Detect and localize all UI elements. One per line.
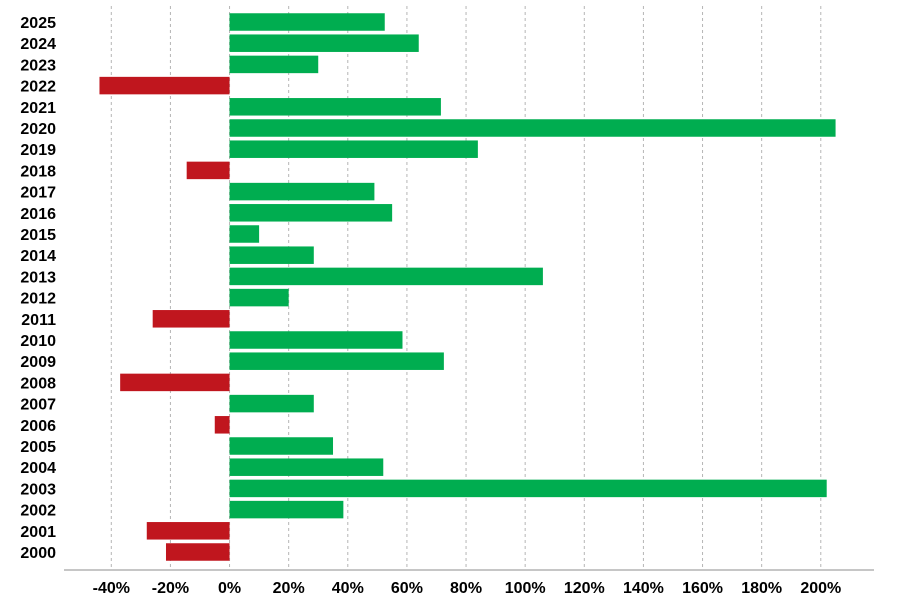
y-tick-label: 2008 — [20, 375, 56, 392]
bar-2005 — [229, 437, 334, 455]
bar-2017 — [229, 182, 375, 201]
y-tick-label: 2003 — [20, 481, 56, 498]
x-tick-label: -20% — [152, 580, 189, 597]
bar-2021 — [229, 98, 441, 116]
y-tick-label: 2005 — [20, 439, 56, 456]
bar-2002 — [229, 500, 344, 519]
bar-2006 — [214, 416, 230, 434]
x-tick-label: 140% — [623, 580, 664, 597]
y-tick-label: 2007 — [20, 397, 56, 414]
bar-2009 — [229, 352, 444, 370]
y-tick-label: 2017 — [20, 185, 56, 202]
x-tick-label: -40% — [93, 580, 130, 597]
y-tick-label: 2021 — [20, 100, 56, 117]
y-tick-label: 2018 — [20, 163, 56, 180]
y-tick-label: 2006 — [20, 418, 56, 435]
x-tick-label: 100% — [505, 580, 546, 597]
x-tick-label: 20% — [273, 580, 305, 597]
y-tick-labels: 2025 2024 2023 2022 2021 2020 2019 2018 2017 2016… — [20, 15, 56, 562]
bar-2015 — [229, 225, 260, 243]
bar-2000 — [165, 543, 230, 561]
y-tick-label: 2002 — [20, 503, 56, 520]
bar-2023 — [229, 55, 319, 74]
x-tick-label: 60% — [391, 580, 423, 597]
bar-2019 — [229, 140, 478, 158]
y-tick-label: 2023 — [20, 57, 56, 74]
y-tick-label: 2012 — [20, 291, 56, 308]
bar-2014 — [229, 246, 314, 264]
x-tick-label: 120% — [564, 580, 605, 597]
bar-2013 — [229, 267, 543, 286]
y-tick-label: 2011 — [21, 312, 56, 329]
bars — [99, 13, 836, 561]
bar-2022 — [99, 76, 230, 95]
x-tick-label: 200% — [800, 580, 841, 597]
y-tick-label: 2000 — [20, 545, 56, 562]
bar-2008 — [120, 373, 230, 392]
bar-2020 — [229, 119, 836, 137]
x-tick-label: 160% — [682, 580, 723, 597]
x-tick-label: 0% — [218, 580, 241, 597]
bar-2011 — [152, 310, 230, 328]
gridlines — [110, 6, 822, 570]
bar-2003 — [229, 479, 827, 498]
y-tick-label: 2024 — [20, 36, 56, 53]
bar-2018 — [186, 161, 230, 180]
bar-2024 — [229, 34, 419, 52]
x-tick-label: 80% — [450, 580, 482, 597]
bar-2007 — [229, 394, 314, 413]
y-tick-label: 2025 — [20, 15, 56, 32]
x-tick-label: 180% — [741, 580, 782, 597]
bar-2010 — [229, 331, 403, 349]
y-tick-label: 2022 — [20, 79, 56, 96]
bar-2012 — [229, 288, 289, 307]
bar-2001 — [146, 522, 230, 540]
bar-2016 — [229, 204, 393, 222]
bar-2025 — [229, 13, 385, 31]
x-tick-label: 40% — [332, 580, 364, 597]
bar-2004 — [229, 458, 384, 476]
y-tick-label: 2001 — [20, 524, 56, 541]
y-tick-label: 2014 — [20, 248, 56, 265]
y-tick-label: 2009 — [20, 354, 56, 371]
y-tick-label: 2010 — [20, 333, 56, 350]
y-tick-label: 2013 — [20, 269, 56, 286]
y-tick-label: 2020 — [20, 121, 56, 138]
y-tick-label: 2019 — [20, 142, 56, 159]
y-tick-label: 2016 — [20, 206, 56, 223]
x-tick-labels: -40% -20% 0% 20% 40% 60% 80% 100% 120% 140% 160% 18… — [93, 580, 842, 597]
y-tick-label: 2004 — [20, 460, 56, 477]
y-tick-label: 2015 — [20, 227, 56, 244]
